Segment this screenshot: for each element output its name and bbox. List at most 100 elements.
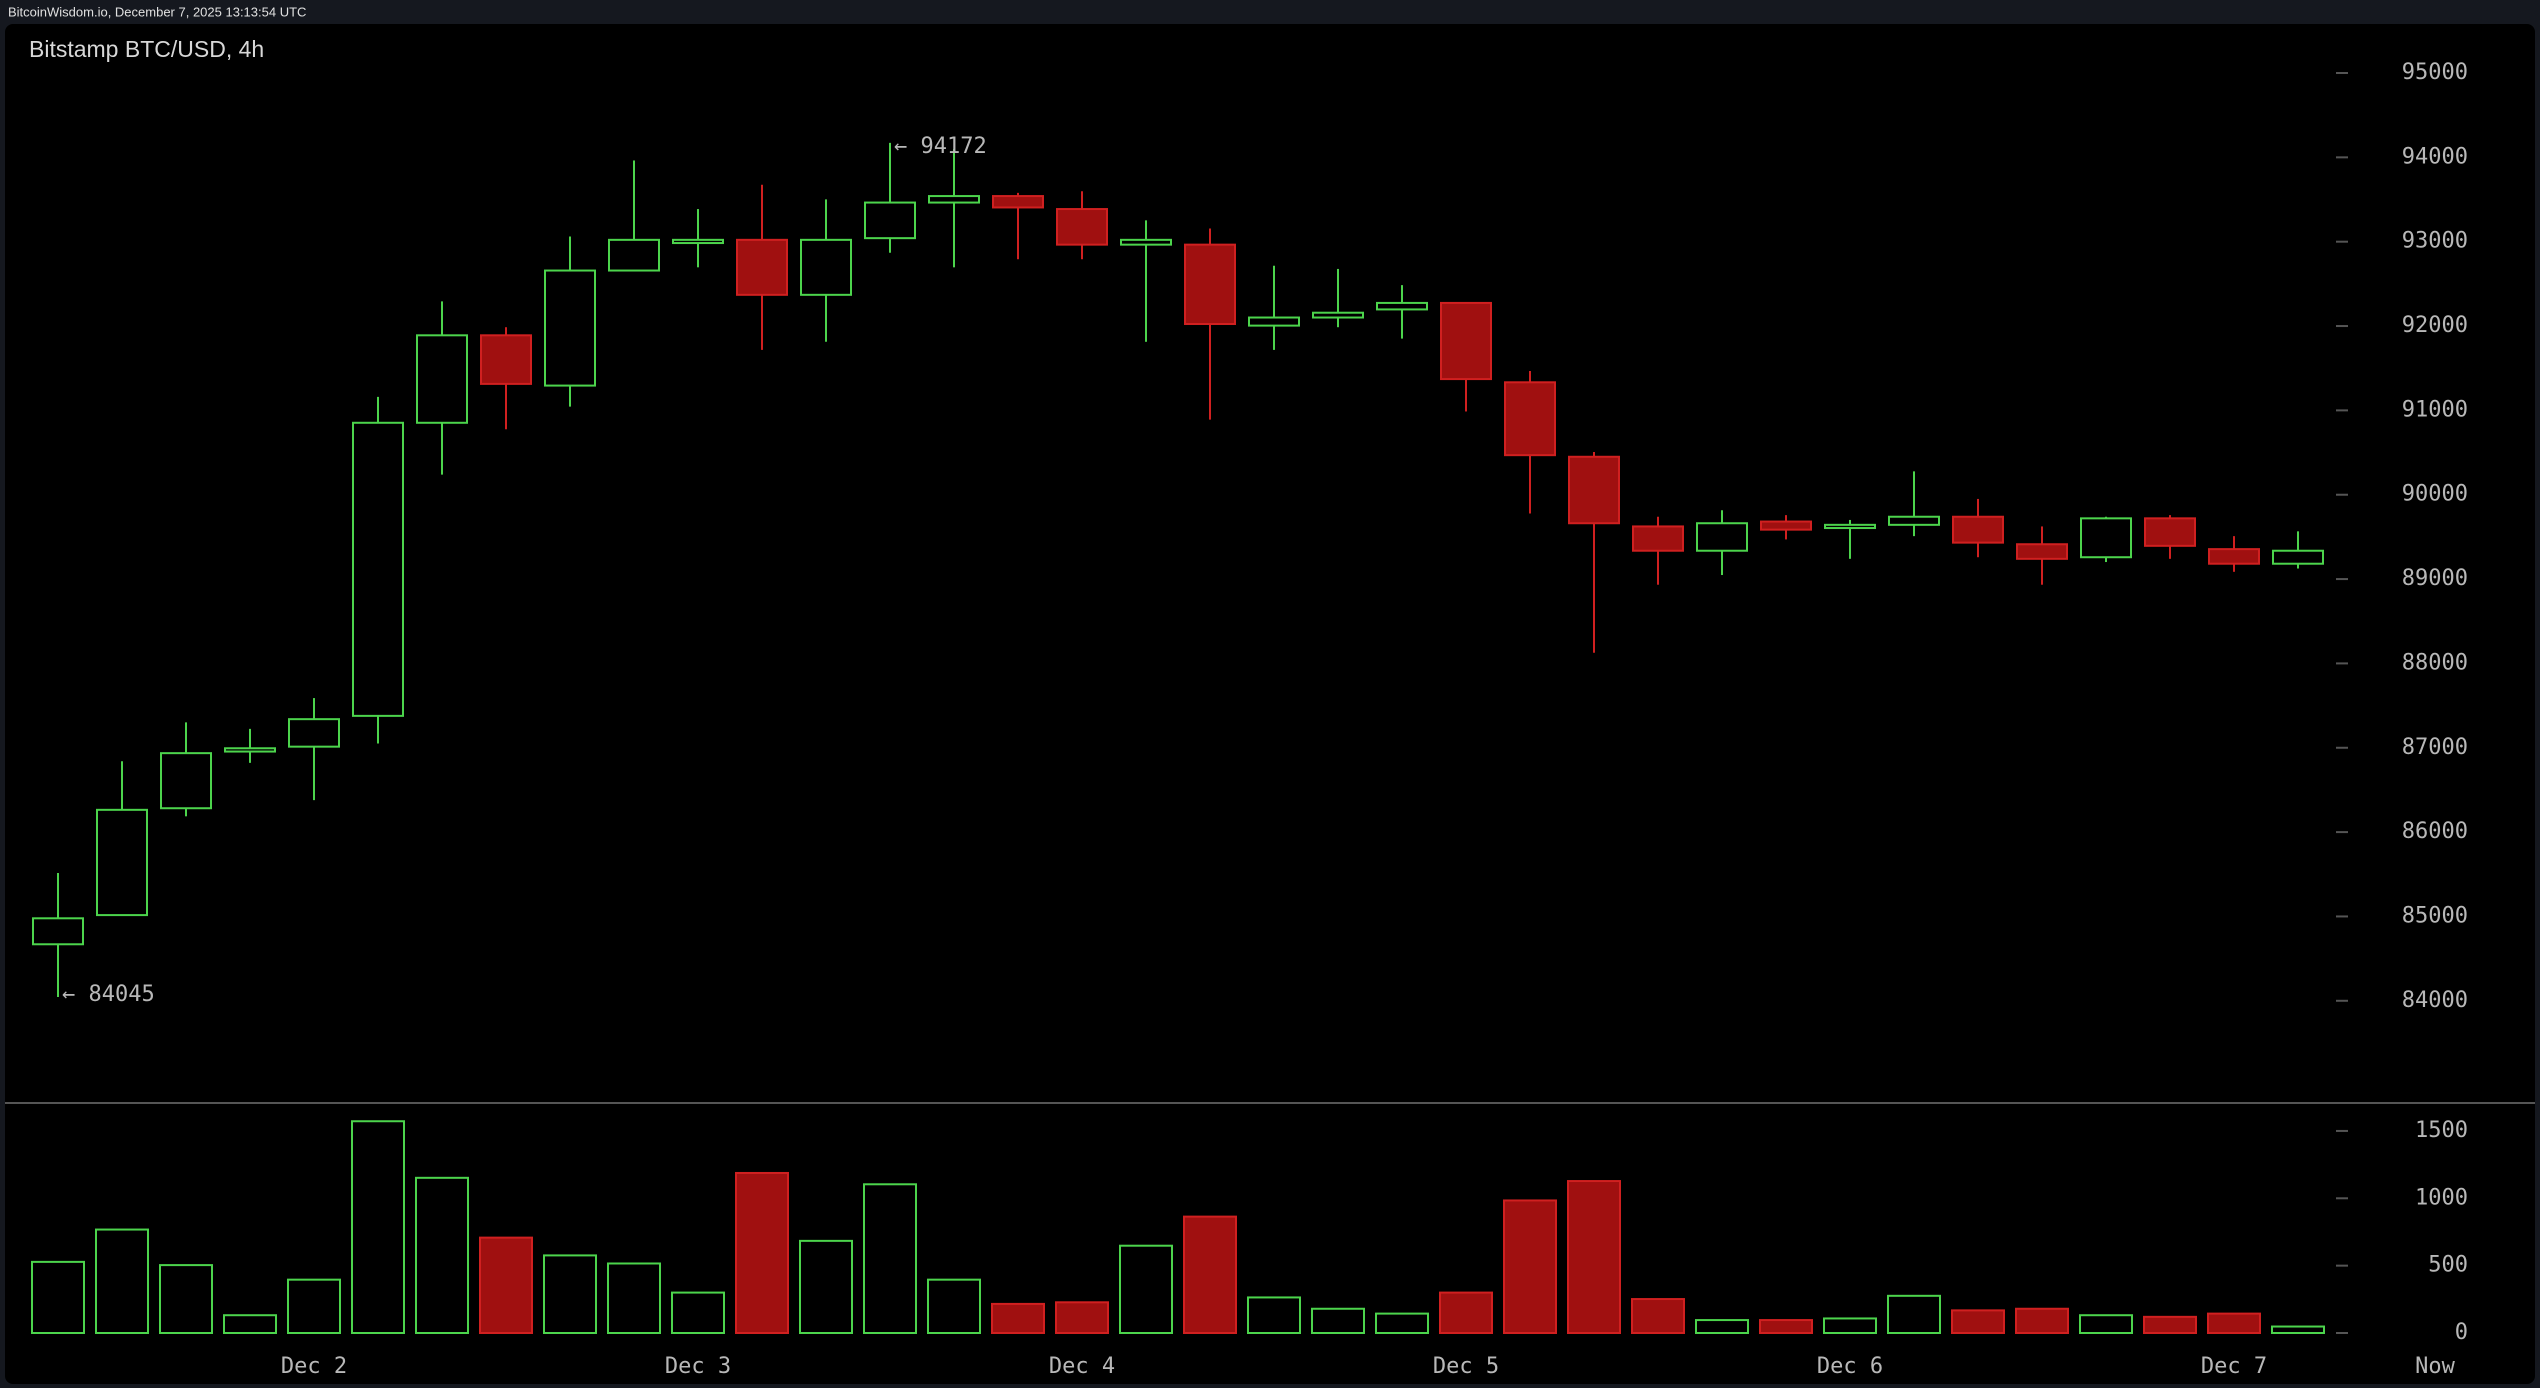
volume-bar <box>1055 1301 1109 1335</box>
candle-body <box>1696 522 1748 552</box>
y-tick-label: 1000 <box>2415 1185 2468 1210</box>
candle-body <box>288 718 340 748</box>
volume-bar <box>607 1262 661 1335</box>
volume-bar <box>415 1176 469 1335</box>
candle-body <box>1504 381 1556 457</box>
volume-bar <box>479 1236 533 1335</box>
candle-body <box>1952 515 2004 544</box>
volume-bar <box>2015 1307 2069 1334</box>
candle-body <box>2016 543 2068 560</box>
volume-bar <box>287 1278 341 1335</box>
y-tick-label: 93000 <box>2402 229 2468 254</box>
caption: BitcoinWisdom.io, December 7, 2025 13:13… <box>8 4 306 19</box>
y-tick-label: 95000 <box>2402 60 2468 85</box>
candle-body <box>928 195 980 204</box>
y-tick-label: 1500 <box>2415 1118 2468 1143</box>
candle-body <box>2208 548 2260 565</box>
candle-body <box>736 238 788 296</box>
candle-body <box>352 421 404 717</box>
candle-body <box>608 238 660 272</box>
x-tick-label: Dec 4 <box>1049 1354 1115 1379</box>
volume-bar <box>927 1278 981 1335</box>
x-tick-label: Dec 2 <box>281 1354 347 1379</box>
candle-body <box>480 334 532 385</box>
y-tick-label: 87000 <box>2402 735 2468 760</box>
volume-bar <box>31 1260 85 1334</box>
extreme-annotation: ← 84045 <box>62 982 155 1007</box>
candle-body <box>1632 525 1684 552</box>
candle-body <box>2144 517 2196 547</box>
volume-bar <box>2207 1312 2261 1334</box>
volume-bar <box>1823 1317 1877 1335</box>
volume-bar <box>799 1239 853 1335</box>
volume-bar <box>1183 1215 1237 1335</box>
volume-bar <box>1247 1296 1301 1334</box>
candle-body <box>1056 208 1108 246</box>
x-end-label: Now <box>2415 1354 2455 1379</box>
candle-body <box>544 269 596 387</box>
y-tick-label: 92000 <box>2402 313 2468 338</box>
volume-bar <box>223 1314 277 1335</box>
volume-bar <box>1375 1312 1429 1334</box>
volume-bar <box>1567 1180 1621 1334</box>
volume-bar <box>95 1228 149 1335</box>
volume-bar <box>351 1120 405 1334</box>
volume-bar <box>2079 1314 2133 1335</box>
candle-body <box>160 752 212 810</box>
y-tick-label: 91000 <box>2402 397 2468 422</box>
y-tick-label: 94000 <box>2402 144 2468 169</box>
volume-bar <box>1695 1319 1749 1335</box>
y-tick-label: 86000 <box>2402 819 2468 844</box>
volume-bar <box>1311 1307 1365 1334</box>
volume-bar <box>1119 1244 1173 1334</box>
x-tick-label: Dec 6 <box>1817 1354 1883 1379</box>
candle-body <box>1824 523 1876 530</box>
volume-bar <box>991 1302 1045 1335</box>
candle-body <box>1568 455 1620 525</box>
y-tick-label: 88000 <box>2402 650 2468 675</box>
volume-bar <box>1759 1319 1813 1335</box>
candle-body <box>2080 517 2132 559</box>
candle-body <box>1120 238 1172 246</box>
volume-bar <box>735 1171 789 1334</box>
chart-panel <box>5 24 2535 1384</box>
volume-bar <box>1503 1199 1557 1335</box>
candle-body <box>2272 549 2324 565</box>
candle-body <box>864 201 916 240</box>
y-tick-label: 89000 <box>2402 566 2468 591</box>
candle-body <box>1760 520 1812 531</box>
volume-bar <box>2271 1325 2325 1334</box>
volume-bar <box>1439 1291 1493 1335</box>
candle-body <box>224 747 276 753</box>
y-tick-label: 90000 <box>2402 482 2468 507</box>
candle-body <box>32 917 84 946</box>
volume-bar <box>543 1254 597 1335</box>
volume-bar <box>2143 1315 2197 1335</box>
candle-body <box>1312 311 1364 319</box>
x-tick-label: Dec 7 <box>2201 1354 2267 1379</box>
candle-body <box>672 238 724 245</box>
candle-body <box>416 334 468 424</box>
y-tick-label: 0 <box>2455 1320 2468 1345</box>
volume-bar <box>159 1264 213 1335</box>
y-tick-label: 84000 <box>2402 988 2468 1013</box>
y-tick-label: 500 <box>2428 1253 2468 1278</box>
volume-bar <box>1887 1294 1941 1334</box>
candle-body <box>1440 301 1492 381</box>
candle-body <box>1888 515 1940 526</box>
candle-body <box>96 808 148 917</box>
candle-body <box>1376 301 1428 311</box>
candle-body <box>992 195 1044 209</box>
candle-body <box>800 238 852 296</box>
candle-body <box>1248 316 1300 327</box>
x-tick-label: Dec 3 <box>665 1354 731 1379</box>
volume-bar <box>671 1291 725 1335</box>
volume-bar <box>1951 1309 2005 1334</box>
volume-bar <box>1631 1298 1685 1334</box>
x-tick-label: Dec 5 <box>1433 1354 1499 1379</box>
volume-bar <box>863 1183 917 1334</box>
chart-title: Bitstamp BTC/USD, 4h <box>29 36 264 62</box>
extreme-annotation: ← 94172 <box>894 134 987 159</box>
y-tick-label: 85000 <box>2402 903 2468 928</box>
